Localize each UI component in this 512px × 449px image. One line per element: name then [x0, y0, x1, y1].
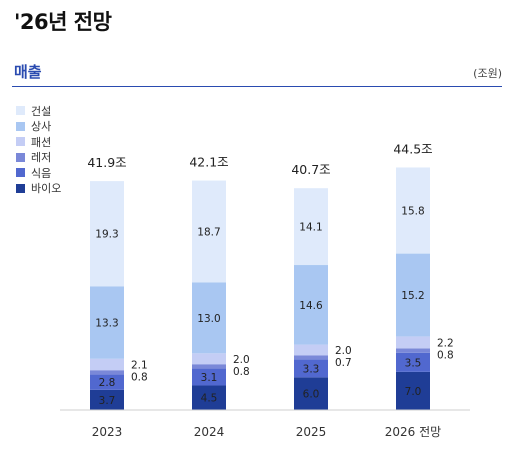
x-tick-label: 2024 [194, 425, 225, 439]
bar-segment [192, 282, 226, 354]
data-label: 2.8 [99, 377, 116, 389]
bar-segment [396, 167, 430, 254]
bar-segment [396, 253, 430, 337]
data-label: 2.0 [233, 354, 250, 366]
bar-segment [396, 348, 430, 353]
legend-swatch [16, 152, 25, 162]
total-label: 40.7조 [291, 162, 330, 177]
legend-swatch [16, 121, 25, 131]
data-label: 14.6 [299, 300, 323, 312]
legend-item: 레저 [16, 150, 61, 166]
data-label: 2.2 [437, 337, 454, 349]
bar-segment [90, 358, 124, 371]
bar-segment [90, 389, 124, 410]
bar-segment [90, 286, 124, 359]
total-label: 42.1조 [189, 155, 228, 170]
data-label: 4.5 [201, 393, 218, 405]
bar-segment [396, 352, 430, 372]
legend-label: 레저 [31, 151, 52, 165]
bar-segment [294, 344, 328, 356]
total-label: 44.5조 [393, 141, 432, 156]
legend-swatch [16, 106, 25, 116]
x-tick-label: 2025 [296, 425, 327, 439]
bar-segment [294, 359, 328, 378]
legend-item: 상사 [16, 119, 61, 135]
data-label: 2.1 [131, 359, 148, 371]
bar-segment [90, 370, 124, 375]
data-label: 3.5 [405, 357, 422, 369]
total-label: 41.9조 [87, 155, 126, 170]
bar-segment [294, 377, 328, 410]
legend-label: 바이오 [31, 182, 62, 196]
data-label: 2.0 [335, 345, 352, 357]
bar-segment [192, 364, 226, 369]
data-label: 3.3 [303, 363, 320, 375]
data-label: 0.8 [233, 366, 250, 378]
legend-label: 건설 [31, 104, 52, 118]
legend-swatch [16, 168, 25, 178]
x-tick-label: 2023 [92, 425, 123, 439]
data-label: 19.3 [95, 229, 118, 241]
legend-swatch [16, 137, 25, 147]
legend-item: 건설 [16, 103, 61, 119]
bar-segment [294, 188, 328, 266]
bar-segment [294, 355, 328, 360]
data-label: 0.8 [131, 371, 148, 383]
legend-label: 상사 [31, 120, 52, 134]
data-label: 18.7 [197, 227, 220, 239]
bar-segment [90, 374, 124, 390]
data-label: 15.2 [401, 290, 424, 302]
page-title: '26년 전망 [14, 10, 112, 34]
legend-item: 식음 [16, 165, 61, 181]
bar-segment [192, 180, 226, 283]
data-label: 6.0 [303, 389, 320, 401]
bar-segment [192, 353, 226, 365]
section-divider [12, 86, 502, 87]
legend-item: 바이오 [16, 181, 61, 197]
bar-segment [294, 265, 328, 345]
legend-label: 패션 [31, 135, 52, 149]
data-label: 13.3 [95, 318, 118, 330]
legend-item: 패션 [16, 134, 61, 150]
data-label: 7.0 [405, 386, 422, 398]
section-title: 매출 [14, 63, 42, 81]
bar-segment [192, 368, 226, 386]
unit-label: (조원) [473, 67, 502, 80]
data-label: 3.1 [201, 372, 218, 384]
data-label: 3.7 [99, 395, 116, 407]
data-label: 14.1 [299, 222, 322, 234]
legend-swatch [16, 183, 25, 193]
data-label: 0.8 [437, 349, 454, 361]
data-label: 0.7 [335, 357, 352, 369]
bar-segment [192, 385, 226, 410]
legend-label: 식음 [31, 166, 52, 180]
bar-segment [396, 336, 430, 349]
bar-segment [90, 181, 124, 287]
x-tick-label: 2026 전망 [385, 425, 441, 439]
bar-segment [396, 371, 430, 410]
data-label: 13.0 [197, 313, 220, 325]
data-label: 15.8 [401, 206, 424, 218]
